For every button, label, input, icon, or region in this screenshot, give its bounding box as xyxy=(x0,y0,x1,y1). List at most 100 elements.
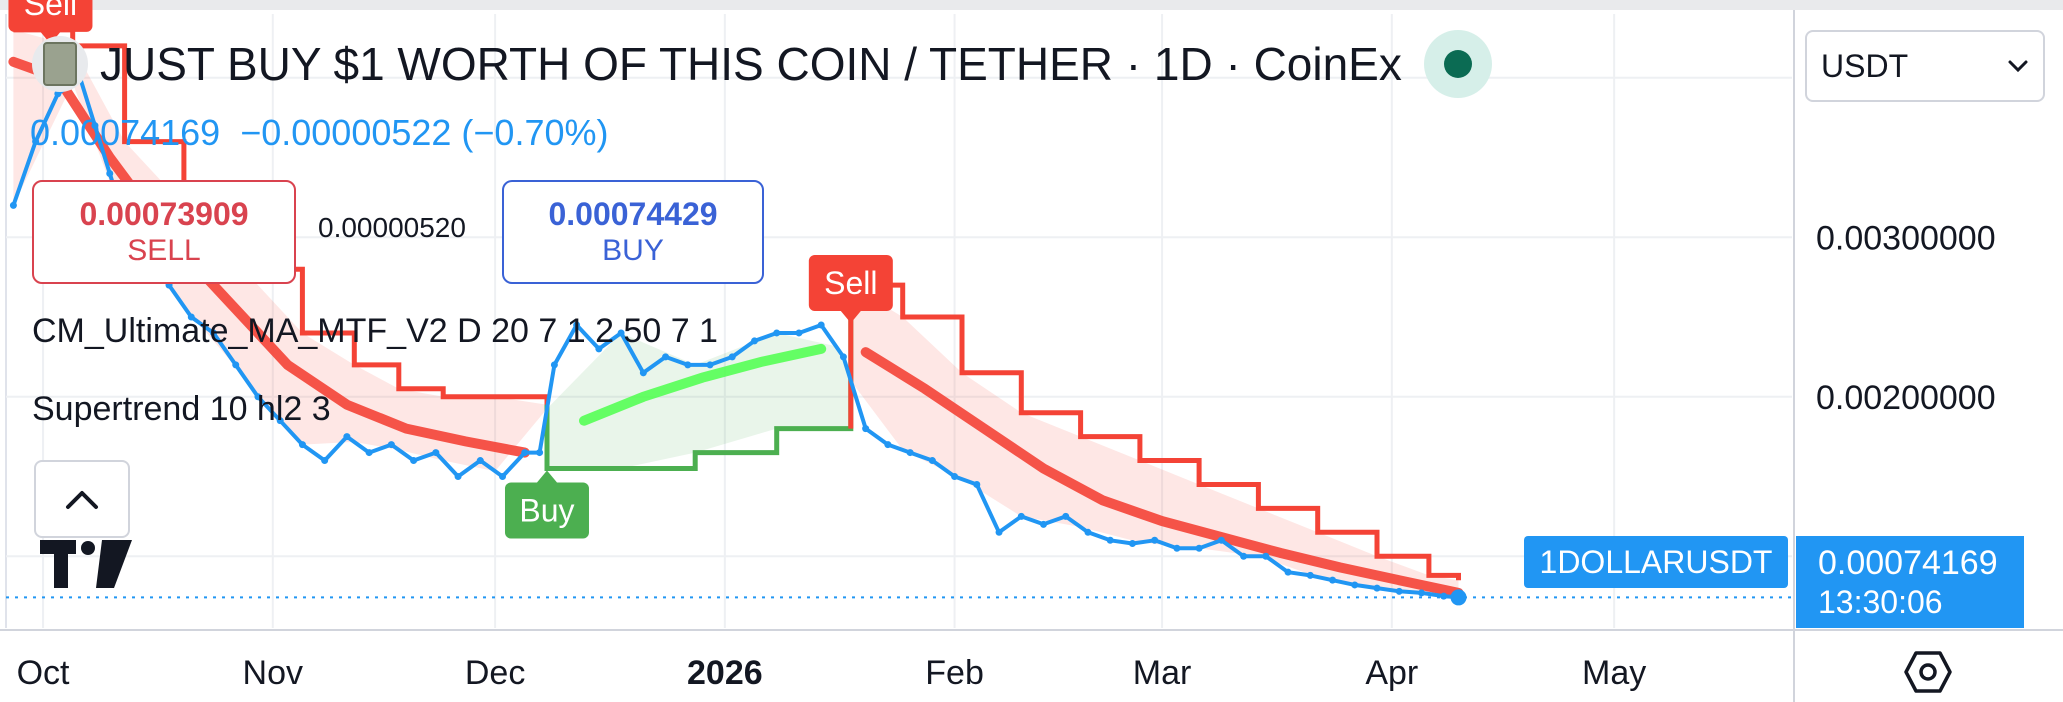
chart-title: JUST BUY $1 WORTH OF THIS COIN / TETHER … xyxy=(100,38,1402,90)
price-point xyxy=(476,457,484,465)
indicator-ma-label[interactable]: CM_Ultimate_MA_MTF_V2 D 20 7 1 2 50 7 1 xyxy=(32,312,718,350)
spread-value: 0.00000520 xyxy=(318,212,466,243)
price-point xyxy=(1217,536,1225,544)
sell-button[interactable]: 0.00073909 SELL xyxy=(32,180,296,284)
supertrend-segment-1 xyxy=(544,285,854,471)
price-point xyxy=(1284,568,1292,576)
price-point xyxy=(928,457,936,465)
x-tick-label: Feb xyxy=(925,654,984,692)
price-point xyxy=(298,441,306,449)
symbol-price-tag: 1DOLLARUSDT xyxy=(1524,536,1788,588)
supertrend-line xyxy=(13,27,1461,581)
price-line xyxy=(6,74,1794,606)
price-point xyxy=(232,361,240,369)
signal-buy-label: Buy xyxy=(519,493,574,529)
price-point xyxy=(1395,587,1403,595)
signal-sell-label: Sell xyxy=(824,265,877,301)
price-point xyxy=(951,472,959,480)
currency-value: USDT xyxy=(1821,47,1909,84)
price-point xyxy=(1351,581,1359,589)
currency-select[interactable]: USDT xyxy=(1805,30,2045,102)
ma-line xyxy=(8,56,1464,598)
buy-price: 0.00074429 xyxy=(548,196,718,232)
signal-sell-box xyxy=(8,0,93,32)
y-tick-label: 0.00300000 xyxy=(1816,219,1996,257)
price-point xyxy=(276,417,284,425)
price-point xyxy=(1373,584,1381,592)
price-point xyxy=(884,441,892,449)
price-point xyxy=(1306,571,1314,579)
chart-settings-button[interactable] xyxy=(1900,646,1956,698)
ma-segment-up xyxy=(579,343,827,426)
collapse-indicators-button[interactable] xyxy=(34,460,130,538)
price-point xyxy=(1240,552,1248,560)
buy-button[interactable]: 0.00074429 BUY xyxy=(502,180,764,284)
axis-price-value: 0.00074169 xyxy=(1818,544,1998,582)
last-price-dot xyxy=(1450,589,1467,606)
price-series-line xyxy=(11,75,1459,600)
price-point xyxy=(1440,592,1448,600)
price-point xyxy=(210,329,218,337)
tradingview-logo-icon xyxy=(40,540,132,593)
price-point xyxy=(1417,589,1425,597)
signal-pointer xyxy=(840,310,861,323)
signal-pointer xyxy=(536,470,557,483)
price-point xyxy=(387,441,395,449)
price-point xyxy=(728,353,736,361)
price-point xyxy=(106,169,114,177)
chevron-up-icon xyxy=(66,491,98,509)
price-point xyxy=(706,361,714,369)
x-tick-label: Apr xyxy=(1365,654,1418,692)
signal-buy-box xyxy=(504,482,589,539)
price-point xyxy=(91,122,99,130)
supertrend-fill-2 xyxy=(850,285,1459,598)
price-point xyxy=(839,353,847,361)
supertrend-segment-2 xyxy=(848,282,1461,581)
chart-title-row: JUST BUY $1 WORTH OF THIS COIN / TETHER … xyxy=(32,30,1492,98)
price-point xyxy=(1084,528,1092,536)
indicator-supertrend-label[interactable]: Supertrend 10 hl2 3 xyxy=(32,390,331,428)
price-point xyxy=(684,361,692,369)
signal-sell-box xyxy=(808,254,893,311)
price-point xyxy=(187,313,195,321)
price-point xyxy=(343,433,351,441)
price-point xyxy=(1195,544,1203,552)
price-point xyxy=(617,329,625,337)
price-point xyxy=(750,337,758,345)
last-price-axis-tag: 0.00074169 13:30:06 xyxy=(1796,536,2024,628)
price-point xyxy=(550,361,558,369)
price-point xyxy=(995,528,1003,536)
price-point xyxy=(639,369,647,377)
price-row: 0.00074169 −0.00000522 (−0.70%) xyxy=(30,112,629,154)
price-point xyxy=(454,472,462,480)
price-point xyxy=(536,449,544,457)
price-point xyxy=(973,480,981,488)
price-point xyxy=(1262,552,1270,560)
price-point xyxy=(321,457,329,465)
price-point xyxy=(1040,520,1048,528)
signal-sell-label: Sell xyxy=(24,0,77,22)
sell-price: 0.00073909 xyxy=(79,196,249,232)
price-point xyxy=(795,329,803,337)
top-bar xyxy=(0,0,2063,10)
price-point xyxy=(365,449,373,457)
price-point xyxy=(1106,536,1114,544)
price-point xyxy=(521,449,529,457)
price-point xyxy=(817,321,825,329)
market-status-icon[interactable] xyxy=(1423,30,1492,98)
chevron-down-icon xyxy=(2008,60,2028,73)
ma-segment-down-2 xyxy=(860,347,1464,598)
price-point xyxy=(432,449,440,457)
price-point xyxy=(1017,512,1025,520)
x-tick-label: Dec xyxy=(465,654,525,692)
price-point xyxy=(1173,544,1181,552)
y-tick-label: 0.00200000 xyxy=(1816,379,1996,417)
price-point xyxy=(32,138,40,146)
x-tick-label: 2026 xyxy=(687,654,763,692)
supertrend-segment-0 xyxy=(13,27,550,469)
x-tick-label: Nov xyxy=(243,654,303,692)
price-point xyxy=(662,353,670,361)
price-point xyxy=(410,457,418,465)
